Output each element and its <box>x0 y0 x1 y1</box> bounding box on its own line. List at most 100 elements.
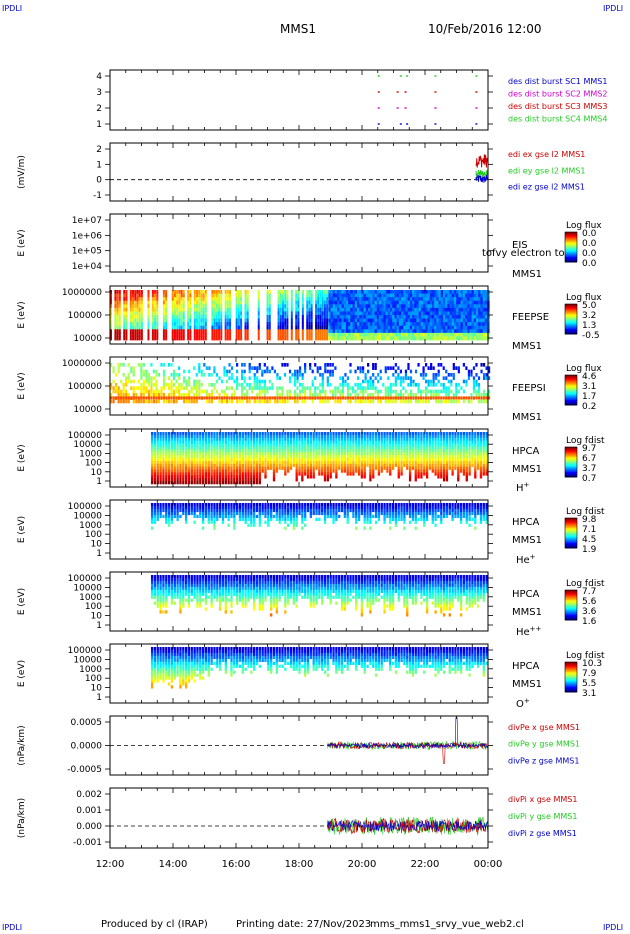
hpca-he2-colorbar-swatch <box>565 617 577 620</box>
hpca-he2-ytick-label: 1000 <box>79 593 102 603</box>
edi-legend-item: edi ey gse l2 MMS1 <box>508 166 586 175</box>
eis-colorbar-swatch <box>565 239 577 242</box>
eis-ytick-label: 1e+04 <box>72 262 103 272</box>
feepse-colorbar-tick: -0.5 <box>582 331 600 341</box>
feepse-colorbar-swatch <box>565 304 577 306</box>
hpca-o-colorbar-swatch <box>565 664 577 667</box>
hpca-h-ytick-label: 10 <box>91 468 103 478</box>
feepse-colorbar-swatch <box>565 312 577 315</box>
eis-colorbar-swatch <box>565 259 577 262</box>
des-ytick-label: 4 <box>96 72 102 82</box>
hpca-h-colorbar-swatch <box>565 450 577 453</box>
eis-colorbar-swatch <box>565 252 577 254</box>
hpca-he-colorbar-tick: 9.8 <box>582 515 597 525</box>
hpca-he2-spectrogram <box>150 575 488 617</box>
feepsi-colorbar-swatch <box>565 375 577 377</box>
hpca-o-colorbar-swatch <box>565 690 577 693</box>
hpca-he2-ylabel: E (eV) <box>17 588 27 615</box>
eis-colorbar-swatch <box>565 253 577 255</box>
feepse-colorbar-swatch <box>565 329 577 331</box>
hpca-h-colorbar-swatch <box>565 462 577 464</box>
hpca-he-colorbar-swatch <box>565 536 577 539</box>
feepsi-colorbar-swatch <box>565 386 577 388</box>
edi-legend-item: edi ez gse l2 MMS1 <box>508 183 585 192</box>
hpca-he-ytick-label: 10 <box>91 540 103 550</box>
hpca-he2-colorbar-swatch <box>565 593 577 596</box>
feepse-colorbar-swatch <box>565 316 577 319</box>
hpca-h-colorbar-swatch <box>565 472 577 474</box>
hpca-h-colorbar-tick: 9.7 <box>582 444 596 454</box>
feepsi-instrument-label: FEEPSI <box>512 383 546 394</box>
hpca-he-colorbar-swatch <box>565 541 577 544</box>
footer-script-name: mms_mms1_srvy_vue_web2.cl <box>370 919 524 930</box>
eis-colorbar-tick: 0.0 <box>582 249 597 259</box>
eis-colorbar-swatch <box>565 240 577 243</box>
hpca-h-colorbar-swatch <box>565 464 577 467</box>
hpca-he-colorbar-swatch <box>565 525 577 528</box>
eis-colorbar-tick: 0.0 <box>582 259 597 269</box>
hpca-o-colorbar-swatch <box>565 675 577 678</box>
hpca-he2-species-charge: ++ <box>530 625 542 633</box>
eis-colorbar-swatch <box>565 243 577 245</box>
hpca-he2-colorbar-swatch <box>565 612 577 615</box>
des-legend-item: des dist burst SC3 MMS3 <box>508 102 607 111</box>
hpca-he-ytick-label: 1 <box>96 549 102 559</box>
hpca-h-species-label: H+ <box>516 481 530 494</box>
divpe-ylabel: (nPa/km) <box>17 725 27 765</box>
hpca-o-colorbar-swatch <box>565 668 577 670</box>
feepse-colorbar-swatch <box>565 317 577 320</box>
feepse-ytick-label: 1000000 <box>62 288 102 298</box>
feepse-ytick-label: 100000 <box>68 311 103 321</box>
hpca-he-colorbar-swatch <box>565 531 577 534</box>
eis-colorbar-swatch <box>565 248 577 250</box>
feepsi-ytick-label: 10000 <box>73 405 102 415</box>
eis-colorbar-swatch <box>565 255 577 258</box>
divpi-ytick-label: 0.002 <box>76 790 102 800</box>
hpca-o-species-charge: + <box>524 697 530 705</box>
hpca-he2-colorbar-swatch <box>565 601 577 603</box>
des-ytick-label: 3 <box>96 88 102 98</box>
des-legend-item: des dist burst SC2 MMS2 <box>508 89 607 98</box>
hpca-o-colorbar-swatch <box>565 677 577 679</box>
eis-colorbar-swatch <box>565 249 577 252</box>
feepsi-colorbar-swatch <box>565 383 577 386</box>
hpca-o-colorbar-tick: 7.9 <box>582 669 597 679</box>
divpe-series-line <box>327 717 489 749</box>
hpca-he2-ytick-label: 100 <box>85 602 102 612</box>
hpca-he-colorbar-frame <box>564 517 578 549</box>
feepsi-colorbar-swatch <box>565 387 577 390</box>
feepsi-colorbar-swatch <box>565 402 577 405</box>
eis-colorbar-swatch <box>565 233 577 235</box>
eis-colorbar-swatch <box>565 237 577 239</box>
hpca-he2-colorbar-swatch <box>565 618 577 621</box>
hpca-he-colorbar-swatch <box>565 521 577 524</box>
eis-frame <box>109 213 489 273</box>
hpca-he-ytick-label: 1000 <box>79 521 102 531</box>
feepse-colorbar-tick: 3.2 <box>582 311 596 321</box>
hpca-he2-colorbar-swatch <box>565 608 577 611</box>
eis-colorbar-swatch <box>565 238 577 240</box>
divpe-ytick-label: 0.0005 <box>71 718 103 728</box>
edi-ytick-label: 0 <box>96 176 102 186</box>
edi-ytick-label: 2 <box>96 145 102 155</box>
x-tick-label: 00:00 <box>474 859 503 870</box>
hpca-he2-ytick-label: 10000 <box>73 583 102 593</box>
divpe-legend-item: divPe y gse MMS1 <box>508 740 580 749</box>
feepsi-colorbar-swatch <box>565 400 577 402</box>
des-ytick-label: 2 <box>96 104 102 114</box>
hpca-h-colorbar-swatch <box>565 467 577 469</box>
hpca-he2-colorbar-swatch <box>565 605 577 607</box>
hpca-o-colorbar-tick: 5.5 <box>582 679 596 689</box>
divpi-ytick-label: -0.001 <box>73 838 102 848</box>
des-frame <box>109 69 489 131</box>
hpca-he2-colorbar-swatch <box>565 595 577 597</box>
eis-colorbar-swatch <box>565 250 577 253</box>
feepse-colorbar-tick: 5.0 <box>582 301 597 311</box>
feepsi-colorbar-swatch <box>565 403 577 406</box>
hpca-h-colorbar-frame <box>564 446 578 478</box>
eis-ytick-label: 1e+07 <box>72 216 102 226</box>
footer-printing-date: Printing date: 27/Nov/2023 <box>236 919 372 930</box>
feepse-colorbar-title: Log flux <box>566 293 602 303</box>
hpca-o-colorbar-swatch <box>565 678 577 680</box>
hpca-h-instrument-label: HPCA <box>512 446 540 457</box>
